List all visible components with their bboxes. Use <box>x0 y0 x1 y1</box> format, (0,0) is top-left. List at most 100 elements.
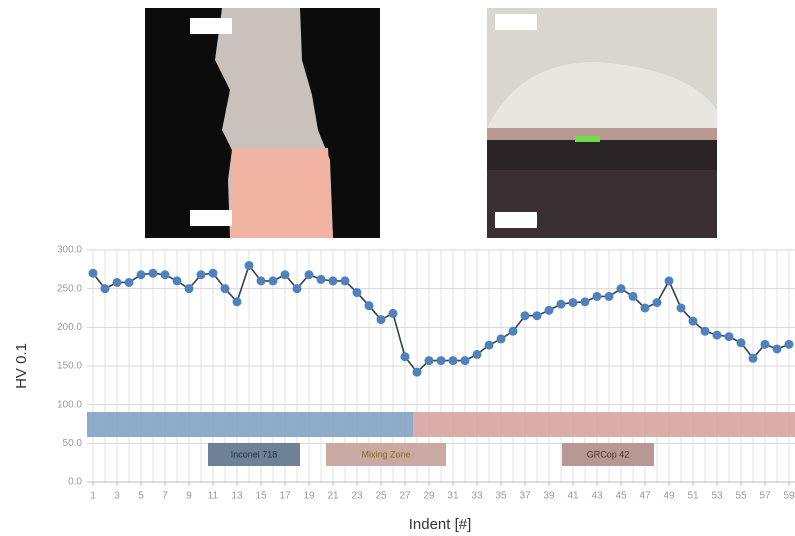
y-tick-label: 0.0 <box>68 477 82 488</box>
x-tick-label: 23 <box>351 491 363 502</box>
x-tick-label: 19 <box>303 491 315 502</box>
data-point <box>653 298 662 307</box>
data-point <box>725 332 734 341</box>
x-tick-label: 35 <box>495 491 507 502</box>
data-point <box>149 269 158 278</box>
data-point <box>701 327 710 336</box>
data-point <box>641 304 650 313</box>
micrograph-left <box>145 8 380 238</box>
data-point <box>137 270 146 279</box>
micrograph-right <box>487 8 717 238</box>
x-tick-label: 1 <box>90 491 96 502</box>
y-tick-label: 50.0 <box>63 438 83 449</box>
x-tick-label: 41 <box>567 491 579 502</box>
annotation: Inconel 718 <box>231 449 278 459</box>
y-tick-label: 100.0 <box>57 399 82 410</box>
data-point <box>713 331 722 340</box>
x-tick-label: 27 <box>399 491 411 502</box>
data-point <box>509 327 518 336</box>
data-point <box>341 276 350 285</box>
data-point <box>617 284 626 293</box>
data-point <box>245 261 254 270</box>
annotation: GRCop 42 <box>587 449 630 459</box>
x-tick-label: 59 <box>783 491 795 502</box>
data-point <box>89 269 98 278</box>
data-point <box>605 292 614 301</box>
x-tick-label: 51 <box>687 491 699 502</box>
data-point <box>629 292 638 301</box>
x-tick-label: 21 <box>327 491 339 502</box>
chart: 0.050.0100.0150.0200.0250.0300.013579111… <box>0 0 795 536</box>
x-tick-label: 43 <box>591 491 603 502</box>
x-tick-label: 3 <box>114 491 120 502</box>
data-point <box>221 284 230 293</box>
x-tick-label: 13 <box>231 491 243 502</box>
data-point <box>317 275 326 284</box>
data-point <box>125 278 134 287</box>
x-tick-label: 15 <box>255 491 267 502</box>
data-point <box>197 270 206 279</box>
x-tick-label: 53 <box>711 491 723 502</box>
x-tick-label: 55 <box>735 491 747 502</box>
data-point <box>569 298 578 307</box>
data-point <box>473 350 482 359</box>
data-point <box>113 278 122 287</box>
data-point <box>365 301 374 310</box>
data-point <box>257 276 266 285</box>
x-tick-label: 39 <box>543 491 555 502</box>
data-point <box>761 340 770 349</box>
data-point <box>329 276 338 285</box>
data-point <box>233 297 242 306</box>
data-point <box>665 276 674 285</box>
data-point <box>677 304 686 313</box>
data-point <box>353 288 362 297</box>
grcop-band <box>413 412 795 437</box>
data-point <box>185 284 194 293</box>
y-tick-label: 200.0 <box>57 322 82 333</box>
data-point <box>737 338 746 347</box>
data-point <box>425 356 434 365</box>
data-point <box>281 270 290 279</box>
inconel-band <box>87 412 413 437</box>
y-axis-title: HV 0.1 <box>13 343 30 389</box>
data-point <box>209 269 218 278</box>
data-point <box>293 284 302 293</box>
x-tick-label: 25 <box>375 491 387 502</box>
x-tick-label: 17 <box>279 491 291 502</box>
data-point <box>749 354 758 363</box>
data-point <box>557 300 566 309</box>
data-point <box>785 340 794 349</box>
data-point <box>689 317 698 326</box>
data-point <box>521 311 530 320</box>
data-point <box>173 276 182 285</box>
x-tick-label: 47 <box>639 491 651 502</box>
data-point <box>437 356 446 365</box>
data-point <box>305 270 314 279</box>
data-point <box>101 284 110 293</box>
data-point <box>461 356 470 365</box>
x-tick-label: 11 <box>208 491 219 502</box>
x-tick-label: 5 <box>138 491 144 502</box>
data-point <box>593 292 602 301</box>
x-tick-label: 57 <box>759 491 771 502</box>
y-tick-label: 150.0 <box>57 361 82 372</box>
data-point <box>269 276 278 285</box>
x-tick-label: 9 <box>186 491 192 502</box>
x-tick-label: 45 <box>615 491 627 502</box>
data-point <box>485 341 494 350</box>
y-tick-label: 300.0 <box>57 245 82 256</box>
data-point <box>449 356 458 365</box>
data-point <box>545 306 554 315</box>
annotation: Mixing Zone <box>361 449 410 459</box>
x-tick-label: 37 <box>519 491 531 502</box>
x-tick-label: 33 <box>471 491 483 502</box>
x-tick-label: 7 <box>162 491 168 502</box>
data-point <box>581 297 590 306</box>
data-point <box>401 352 410 361</box>
x-tick-label: 49 <box>663 491 675 502</box>
data-point <box>161 270 170 279</box>
data-point <box>413 368 422 377</box>
data-point <box>533 311 542 320</box>
x-tick-label: 29 <box>423 491 435 502</box>
x-axis-title: Indent [#] <box>409 516 472 533</box>
